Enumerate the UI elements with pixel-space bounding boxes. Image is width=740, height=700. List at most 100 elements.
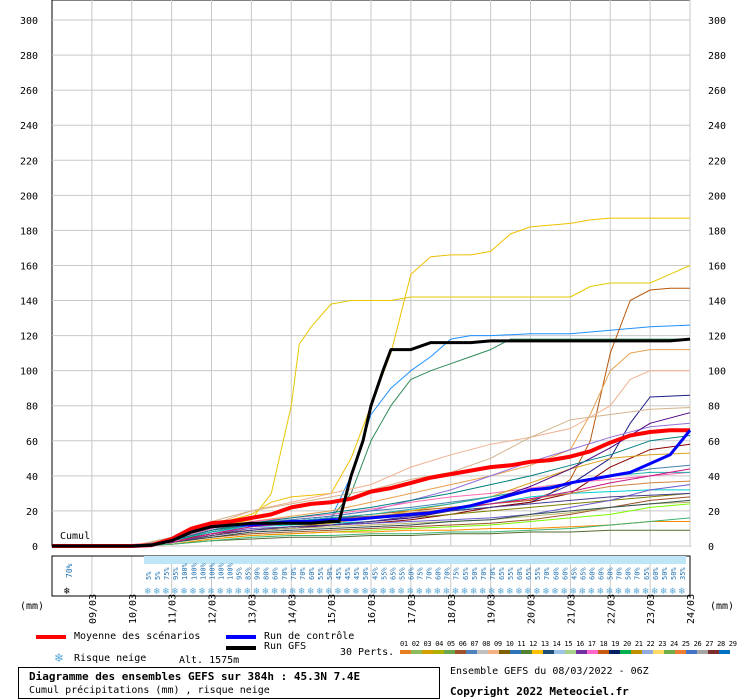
- y-tick-label: 300: [708, 16, 726, 27]
- snowflake-icon: ❄: [669, 587, 677, 597]
- y-tick-label: 80: [26, 402, 38, 413]
- snowflake-icon: ❄: [370, 587, 378, 597]
- perts-label: 30 Perts.: [340, 647, 395, 658]
- snowflake-icon: ❄: [180, 587, 188, 597]
- snow-risk-label: 70%: [65, 563, 74, 578]
- snowflake-icon: ❄: [434, 587, 442, 597]
- x-tick-label: 12/03: [208, 594, 219, 624]
- y-tick-label: 260: [708, 86, 726, 97]
- snowflake-icon: ❄: [307, 587, 315, 597]
- snow-risk-label: 55%: [534, 567, 542, 580]
- snowflake-icon: ❄: [207, 587, 215, 597]
- y-tick-label: 200: [708, 191, 726, 202]
- snowflake-icon: ❄: [189, 587, 197, 597]
- snowflake-icon: ❄: [153, 587, 161, 597]
- x-tick-label: 18/03: [447, 594, 458, 624]
- snow-risk-label: 55%: [380, 567, 388, 580]
- y-tick-label: 60: [708, 437, 720, 448]
- snowflake-icon: ❄: [542, 587, 550, 597]
- snowflake-icon: ❄: [425, 587, 433, 597]
- y-tick-label: 140: [20, 297, 38, 308]
- pert-color-swatch: [499, 650, 510, 654]
- snowflake-icon: ❄: [298, 587, 306, 597]
- snow-risk-label: 45%: [353, 567, 361, 580]
- snowflake-icon: ❄: [397, 587, 405, 597]
- y-tick-label: 220: [708, 156, 726, 167]
- y-tick-label: 40: [26, 472, 38, 483]
- snow-risk-strip: 70%❄5%❄5%❄75%❄95%❄100%❄100%❄100%❄100%❄10…: [64, 556, 687, 597]
- snowflake-icon: ❄: [352, 587, 360, 597]
- snow-risk-label: 60%: [552, 567, 560, 580]
- snowflake-icon: ❄: [615, 587, 623, 597]
- x-axis: 09/03 10/03 11/03 12/03 13/03 14/03 15/03 16/03…: [88, 594, 697, 624]
- snow-risk-label: 60%: [598, 567, 606, 580]
- snowflake-icon: ❄: [479, 587, 487, 597]
- snow-risk-label: 65%: [498, 567, 506, 580]
- pert-color-swatch: [543, 650, 554, 654]
- snowflake-icon: ❄: [325, 587, 333, 597]
- snowflake-icon: ❄: [651, 587, 659, 597]
- snow-risk-label: 45%: [344, 567, 352, 580]
- y-tick-label: 240: [20, 121, 38, 132]
- pert-color-swatch: [598, 650, 609, 654]
- snowflake-icon: ❄: [162, 587, 170, 597]
- snow-risk-label: 45%: [371, 567, 379, 580]
- y-tick-label: 240: [708, 121, 726, 132]
- pert-color-swatch: [444, 650, 455, 654]
- snow-risk-label: 100%: [226, 562, 234, 580]
- snowflake-icon: ❄: [388, 587, 396, 597]
- x-tick-label: 20/03: [527, 594, 538, 624]
- snow-risk-label: 70%: [634, 567, 642, 580]
- snowflake-icon: ❄: [624, 587, 632, 597]
- pert-color-swatch: [455, 650, 466, 654]
- pert-color-swatch: [697, 650, 708, 654]
- pert-color-swatch: [609, 650, 620, 654]
- snowflake-icon: ❄: [506, 587, 514, 597]
- y-axis-left: 0 20 40 60 80 100 120 140 160 180 200 220 240 260 280 3…: [20, 16, 38, 553]
- series-member: [52, 517, 691, 547]
- snowflake-icon: ❄: [379, 587, 387, 597]
- pert-color-swatch: [521, 650, 532, 654]
- series-member: [52, 499, 691, 547]
- unit-label-right: (mm): [710, 601, 734, 612]
- snow-risk-label: 55%: [398, 567, 406, 580]
- snow-risk-label: 70%: [444, 567, 452, 580]
- legend-swatch-control: [226, 635, 256, 639]
- y-tick-label: 100: [708, 367, 726, 378]
- snow-risk-label: 55%: [507, 567, 515, 580]
- snowflake-icon: ❄: [533, 587, 541, 597]
- pert-color-swatch: [477, 650, 488, 654]
- snowflake-icon: ❄: [660, 587, 668, 597]
- snowflake-icon: ❄: [343, 587, 351, 597]
- legend-control-label: Run de contrôle: [264, 631, 355, 642]
- snow-risk-label: 60%: [652, 567, 660, 580]
- snow-risk-label: 65%: [579, 567, 587, 580]
- x-tick-label: 24/03: [686, 594, 697, 624]
- pert-color-swatch: [422, 650, 433, 654]
- series-run-gfs: [52, 337, 691, 548]
- snow-band: [144, 556, 686, 564]
- snowflake-icon: ❄: [406, 587, 414, 597]
- pert-color-swatch: [411, 650, 422, 654]
- x-tick-label: 11/03: [168, 594, 179, 624]
- snow-risk-label: 45%: [570, 567, 578, 580]
- series-member: [52, 521, 690, 547]
- y-tick-label: 20: [26, 507, 38, 518]
- x-tick-label: 22/03: [606, 594, 617, 624]
- snowflake-icon: ❄: [515, 587, 523, 597]
- x-tick-label: 17/03: [407, 594, 418, 624]
- legend-snow-label: Risque neige: [74, 653, 147, 664]
- chart-grid: [51, 0, 691, 597]
- y-tick-label: 20: [708, 507, 720, 518]
- pert-color-swatch: [466, 650, 477, 654]
- legend-swatch-mean: [36, 635, 66, 639]
- pert-color-swatch: [664, 650, 675, 654]
- legend-gfs-label: Run GFS: [264, 641, 307, 652]
- snow-risk-label: 65%: [525, 567, 533, 580]
- y-tick-label: 120: [20, 332, 38, 343]
- snow-risk-label: 60%: [272, 567, 280, 580]
- pert-color-swatch: [686, 650, 697, 654]
- snow-risk-label: 65%: [462, 567, 470, 580]
- y-tick-label: 180: [708, 226, 726, 237]
- snowflake-icon: ❄: [361, 587, 369, 597]
